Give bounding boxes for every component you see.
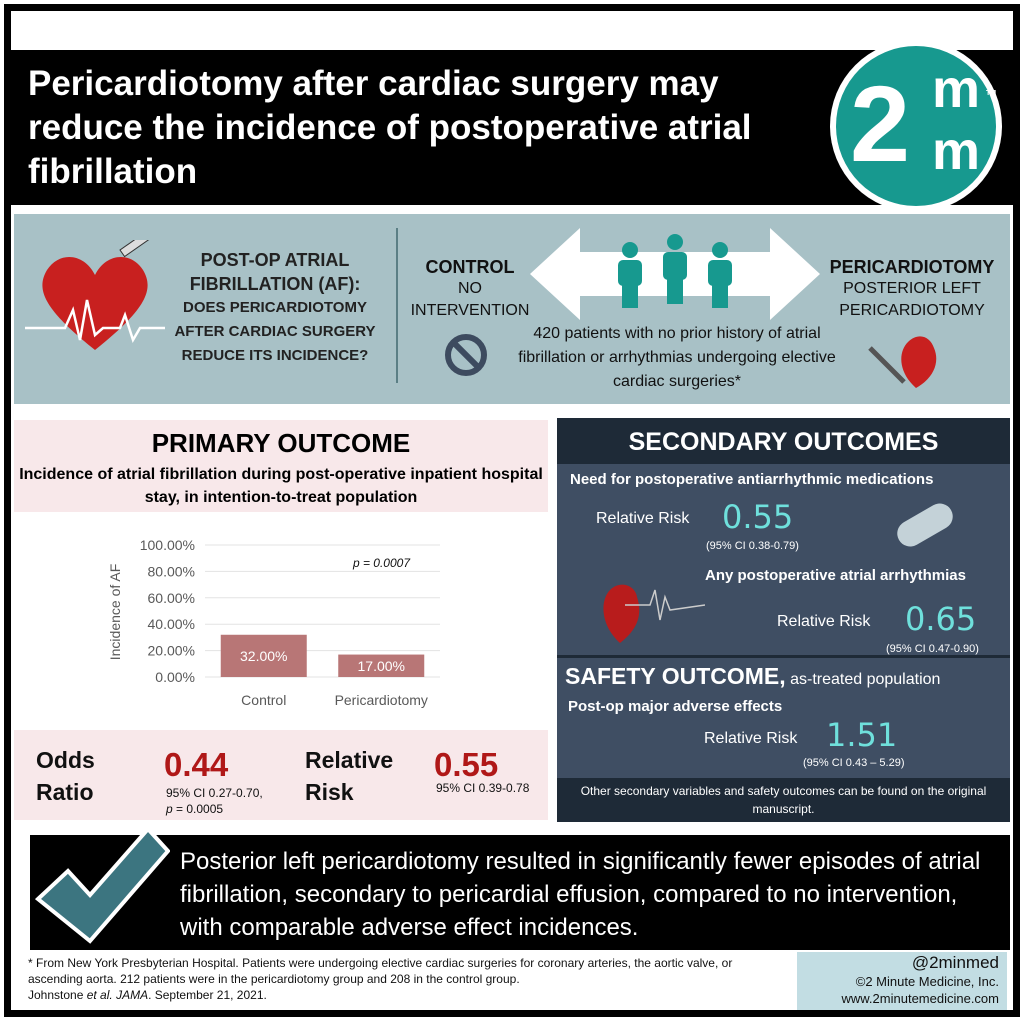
y-tick-label: 80.00% <box>148 563 195 579</box>
af-incidence-chart: 0.00% 20.00% 40.00% 60.00% 80.00% 100.00% Inci… <box>107 537 440 708</box>
heart-ecg-icon <box>25 240 165 350</box>
page-title: Pericardiotomy after cardiac surgery may… <box>28 64 752 191</box>
study-design-band <box>14 214 1010 404</box>
population-description: 420 patients with no prior history of at… <box>518 325 836 390</box>
ci-text: (95% CI 0.38-0.79) <box>706 540 799 552</box>
patients-icon <box>618 234 732 308</box>
heart-scalpel-icon <box>868 336 937 388</box>
y-tick-label: 60.00% <box>148 590 195 606</box>
rr-value: 0.65 <box>905 600 977 638</box>
divider <box>557 655 1010 658</box>
x-tick-label: Pericardiotomy <box>335 692 428 708</box>
secondary-note: Other secondary variables and safety out… <box>557 778 1010 822</box>
control-group: CONTROL NO INTERVENTION <box>410 257 530 319</box>
y-tick-label: 40.00% <box>148 616 195 632</box>
footnote: * From New York Presbyterian Hospital. P… <box>28 956 733 1002</box>
y-tick-label: 20.00% <box>148 643 195 659</box>
divider <box>396 228 398 383</box>
no-intervention-icon <box>445 334 487 376</box>
outer-frame <box>4 4 1020 1017</box>
checkmark-icon <box>34 829 170 944</box>
2mm-logo: 2 m m TM <box>830 40 1002 212</box>
ci-text: (95% CI 0.47-0.90) <box>886 643 979 655</box>
twitter-handle: @2minmed <box>911 953 999 972</box>
ci-text: (95% CI 0.43 – 5.29) <box>803 757 905 769</box>
research-question: POST-OP ATRIAL FIBRILLATION (AF): DOES P… <box>174 250 376 364</box>
bar <box>220 634 307 677</box>
outcome-title: Need for postoperative antiarrhythmic me… <box>570 471 934 488</box>
outcome-title: Any postoperative atrial arrhythmias <box>705 567 966 584</box>
primary-outcome-stats: Odds Ratio 0.44 95% CI 0.27-0.70, p = 0.00… <box>14 730 548 820</box>
secondary-outcomes-header: SECONDARY OUTCOMES <box>557 418 1010 464</box>
primary-outcome-header: PRIMARY OUTCOME Incidence of atrial fibr… <box>14 420 548 512</box>
conclusion-banner: Posterior left pericardiotomy resulted i… <box>30 829 1010 950</box>
data-label: 32.00% <box>240 648 287 664</box>
y-tick-label: 100.00% <box>140 537 195 553</box>
pill-icon <box>897 503 953 547</box>
website-link[interactable]: www.2minutemedicine.com <box>841 991 999 1006</box>
rr-label: Relative Risk <box>777 613 871 630</box>
outcome-title: Post-op major adverse effects <box>568 698 783 715</box>
bar <box>338 654 425 677</box>
odds-ratio-value: 0.44 <box>164 746 229 783</box>
rr-label: Relative Risk <box>704 730 798 747</box>
conclusion-text: Posterior left pericardiotomy resulted i… <box>180 848 981 941</box>
p-value-annotation: p = 0.0007 <box>352 556 411 570</box>
y-tick-label: 0.00% <box>155 669 195 685</box>
intervention-group: PERICARDIOTOMY POSTERIOR LEFT PERICARDIO… <box>829 257 995 319</box>
safety-outcome-header: SAFETY OUTCOME, as-treated population <box>565 663 941 689</box>
x-tick-label: Control <box>241 692 286 708</box>
rr-value: 1.51 <box>826 716 898 754</box>
data-label: 17.00% <box>358 658 405 674</box>
rr-value: 0.55 <box>722 498 794 536</box>
brand-box: @2minmed ©2 Minute Medicine, Inc. www.2m… <box>797 952 1007 1010</box>
copyright: ©2 Minute Medicine, Inc. <box>855 974 999 989</box>
heart-ecg-icon <box>603 584 705 643</box>
double-arrow-icon <box>530 228 820 320</box>
y-axis-label: Incidence of AF <box>107 564 123 661</box>
rr-label: Relative Risk <box>596 510 690 527</box>
relative-risk-value: 0.55 <box>434 746 499 783</box>
